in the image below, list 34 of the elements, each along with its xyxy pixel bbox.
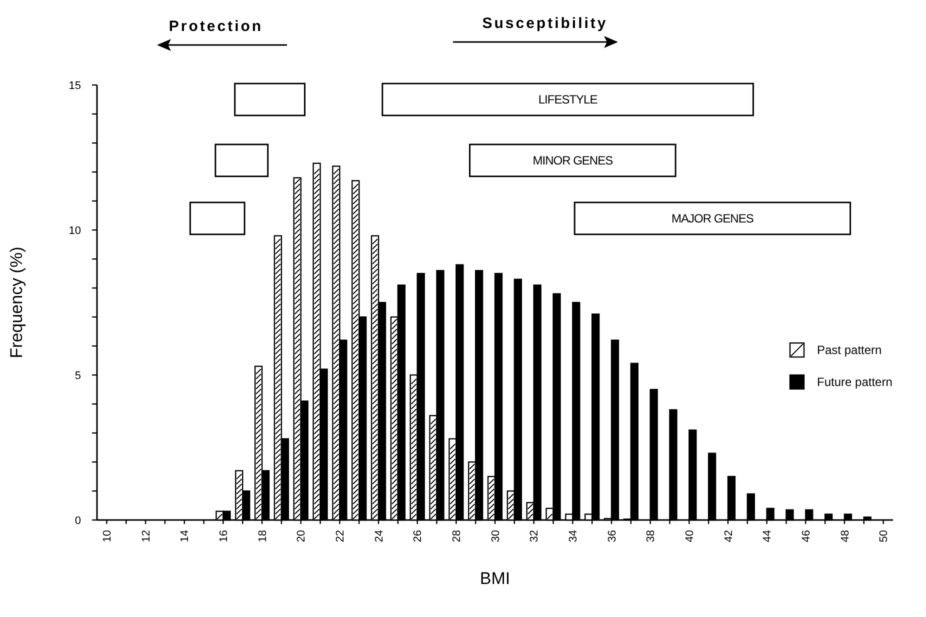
x-tick-label: 18: [256, 530, 269, 542]
x-tick-label: 48: [839, 530, 852, 542]
x-tick-label: 22: [334, 530, 347, 542]
text: Protection: [168, 18, 264, 35]
x-tick-label: 38: [645, 530, 658, 542]
y-axis-title: Frequency (%): [7, 246, 26, 358]
x-tick-label: 16: [218, 530, 230, 542]
y-tick-label: 5: [74, 370, 81, 382]
legend-label: Future pattern: [817, 375, 892, 390]
y-tick-label: 10: [68, 224, 81, 237]
x-tick-label: 40: [684, 530, 696, 542]
annotation: LIFESTYLE: [538, 92, 598, 107]
x-tick-label: 12: [140, 530, 152, 542]
x-tick-label: 20: [296, 530, 308, 542]
x-axis-title: BMI: [480, 569, 510, 588]
x-tick-label: 24: [373, 530, 386, 542]
x-tick-label: 36: [606, 530, 618, 542]
x-tick-label: 14: [179, 530, 192, 542]
text: Susceptibility: [482, 15, 608, 32]
x-tick-label: 32: [528, 530, 541, 542]
annotation: MINOR GENES: [532, 154, 614, 168]
y-tick-label: 15: [68, 80, 81, 92]
annotation: MAJOR GENES: [672, 212, 754, 226]
x-tick-label: 44: [762, 530, 774, 542]
y-tick-label: 0: [74, 514, 81, 527]
x-tick-label: 28: [451, 530, 464, 542]
legend-label: Past pattern: [817, 343, 882, 358]
x-tick-label: 42: [722, 530, 735, 542]
x-tick-label: 34: [568, 530, 580, 542]
x-tick-label: 46: [800, 530, 812, 542]
x-tick-label: 50: [878, 530, 890, 542]
x-tick-label: 26: [412, 530, 424, 542]
x-tick-label: 30: [490, 530, 502, 542]
x-tick-label: 10: [102, 530, 114, 542]
